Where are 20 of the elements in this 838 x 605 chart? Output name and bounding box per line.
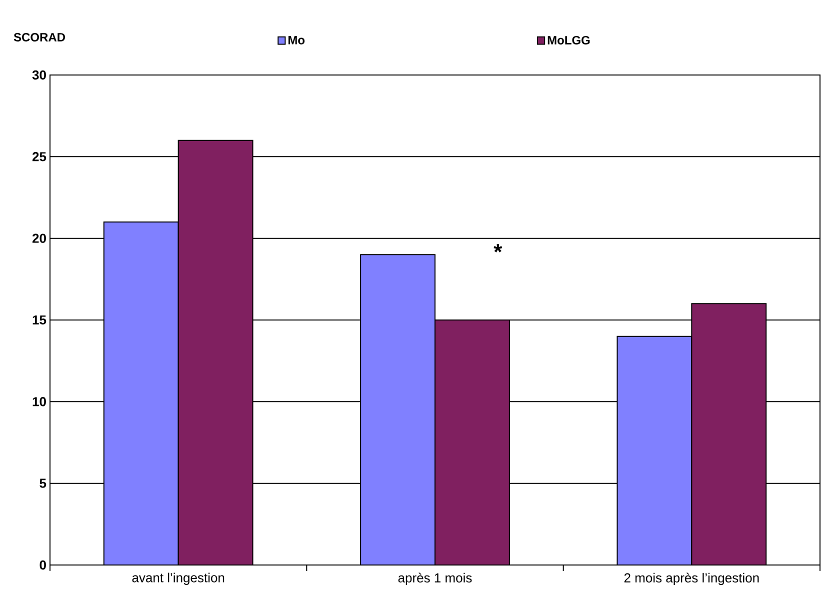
y-tick-label: 20	[32, 234, 46, 243]
x-tick-label: après 1 mois	[398, 572, 472, 586]
x-tick-label: 2 mois après l’ingestion	[624, 572, 759, 586]
y-axis-title: SCORAD	[14, 32, 66, 42]
annotation: *	[494, 244, 502, 252]
y-tick-label: 25	[32, 152, 46, 162]
bar	[616, 336, 692, 565]
y-tick-label: 30	[32, 70, 46, 80]
y-tick-label: 10	[32, 397, 46, 406]
x-tick-label: avant l’ingestion	[132, 572, 224, 585]
bar	[691, 303, 767, 565]
y-tick-label: 0	[40, 560, 46, 570]
legend-label: Mo	[288, 36, 305, 44]
legend-label: MoLGG	[548, 36, 590, 44]
bar	[360, 254, 436, 565]
y-tick-label: 15	[32, 315, 46, 325]
bar	[103, 221, 179, 565]
bar	[434, 319, 510, 565]
y-tick-label: 5	[40, 478, 46, 488]
bar	[178, 140, 254, 565]
